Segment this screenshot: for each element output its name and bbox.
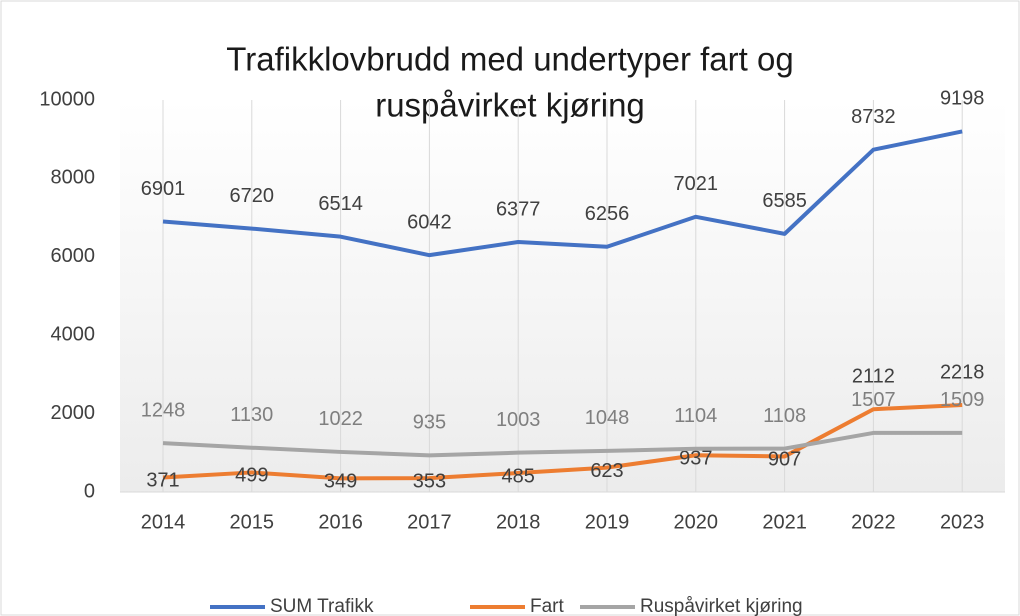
data-label: 1104 [674,405,717,427]
data-label: 1003 [496,409,541,431]
data-label: 623 [590,460,623,482]
data-label: 2112 [852,365,895,387]
data-label: 6585 [762,190,807,212]
y-tick-label: 4000 [51,323,96,345]
data-label: 6514 [318,193,363,215]
data-label: 6377 [496,198,541,220]
data-label: 2218 [940,361,985,383]
legend-label: Ruspåvirket kjøring [640,596,803,616]
series-line [162,403,963,481]
data-label: 6901 [141,178,186,200]
data-label: 1509 [940,389,985,411]
data-label: 6256 [585,203,630,225]
x-tick-label: 2014 [141,511,186,533]
y-tick-label: 8000 [51,167,96,189]
data-label: 353 [413,470,446,492]
data-label: 6042 [407,211,452,233]
x-tick-label: 2016 [318,511,363,533]
data-label: 935 [413,412,446,434]
x-tick-label: 2015 [230,511,275,533]
data-label: 9198 [940,88,985,110]
x-tick-label: 2020 [674,511,719,533]
x-tick-label: 2021 [762,511,807,533]
data-label: 8732 [851,106,896,128]
series-line [162,129,963,258]
x-tick-label: 2018 [496,511,541,533]
data-label: 1108 [763,405,806,427]
data-label: 499 [235,465,268,487]
x-tick-label: 2019 [585,511,630,533]
y-tick-label: 0 [84,480,95,502]
data-label: 7021 [674,173,719,195]
y-tick-label: 10000 [39,88,95,110]
data-label: 371 [146,470,179,492]
data-label: 1248 [141,399,186,421]
x-tick-label: 2022 [851,511,896,533]
chart-title: ruspåvirket kjøring [375,87,645,124]
data-label: 485 [502,465,535,487]
data-label: 349 [324,471,357,493]
data-label: 6720 [230,185,275,207]
series-line [162,430,963,458]
data-label: 937 [679,448,712,470]
x-tick-label: 2017 [407,511,452,533]
data-label: 1048 [585,407,630,429]
data-label: 1022 [318,408,363,430]
y-tick-label: 6000 [51,245,96,267]
data-label: 1507 [851,389,896,411]
legend-label: SUM Trafikk [270,596,374,616]
legend-label: Fart [530,596,565,616]
y-tick-label: 2000 [51,402,96,424]
data-label: 1130 [230,404,273,426]
chart-title: Trafikklovbrudd med undertyper fart og [226,41,793,78]
x-tick-label: 2023 [940,511,985,533]
data-label: 907 [768,449,801,471]
